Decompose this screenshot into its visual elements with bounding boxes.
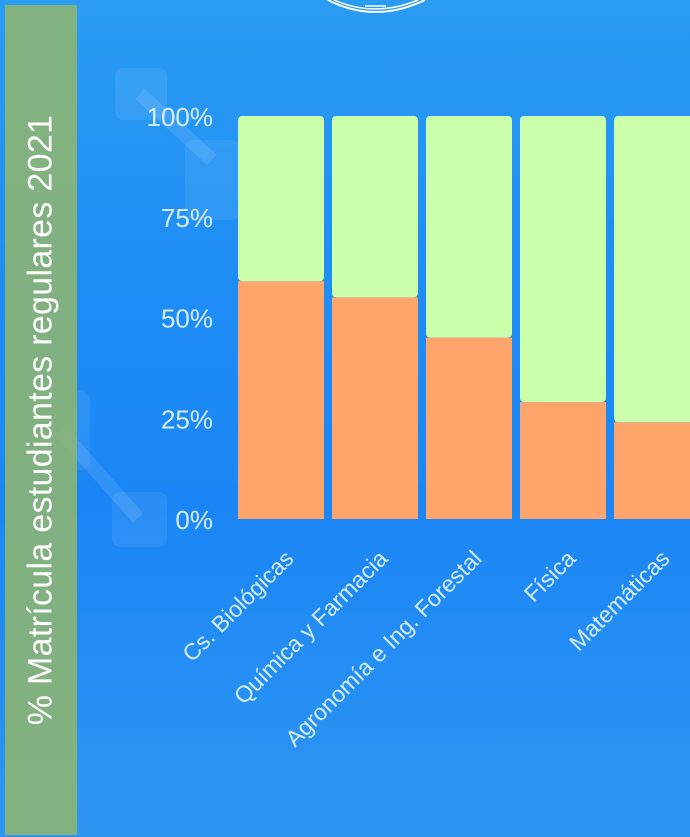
bar-segment-upper — [238, 116, 324, 282]
logo-fragment — [327, 0, 426, 13]
title-band — [5, 5, 77, 835]
y-tick-label: 75% — [161, 203, 213, 233]
bar-segment-lower — [426, 337, 512, 519]
x-tick-label: Física — [519, 545, 581, 607]
y-tick-label: 0% — [175, 505, 213, 535]
bar-segment-lower — [614, 422, 690, 519]
y-tick-label: 50% — [161, 304, 213, 334]
y-tick-label: 25% — [161, 404, 213, 434]
bar-segment-upper — [614, 116, 690, 423]
y-tick-label: 100% — [147, 102, 214, 132]
x-tick-label: Química y Farmacia — [229, 545, 393, 709]
bar-segment-lower — [238, 281, 324, 519]
x-tick-label: Agronomía e Ing. Forestal — [280, 545, 486, 751]
deco-line — [135, 88, 217, 166]
y-axis: 0% 25% 50% 75% 100% — [147, 102, 214, 535]
bar-segment-lower — [520, 402, 606, 519]
deco-square — [112, 492, 167, 547]
bars — [238, 116, 690, 519]
bar-segment-lower — [332, 297, 418, 519]
deco-square — [115, 68, 167, 120]
deco-square — [185, 140, 240, 220]
bar-segment-upper — [426, 116, 512, 338]
x-tick-label: Matemáticas — [564, 545, 675, 656]
bar-segment-upper — [520, 116, 606, 403]
bar-segment-upper — [332, 116, 418, 298]
